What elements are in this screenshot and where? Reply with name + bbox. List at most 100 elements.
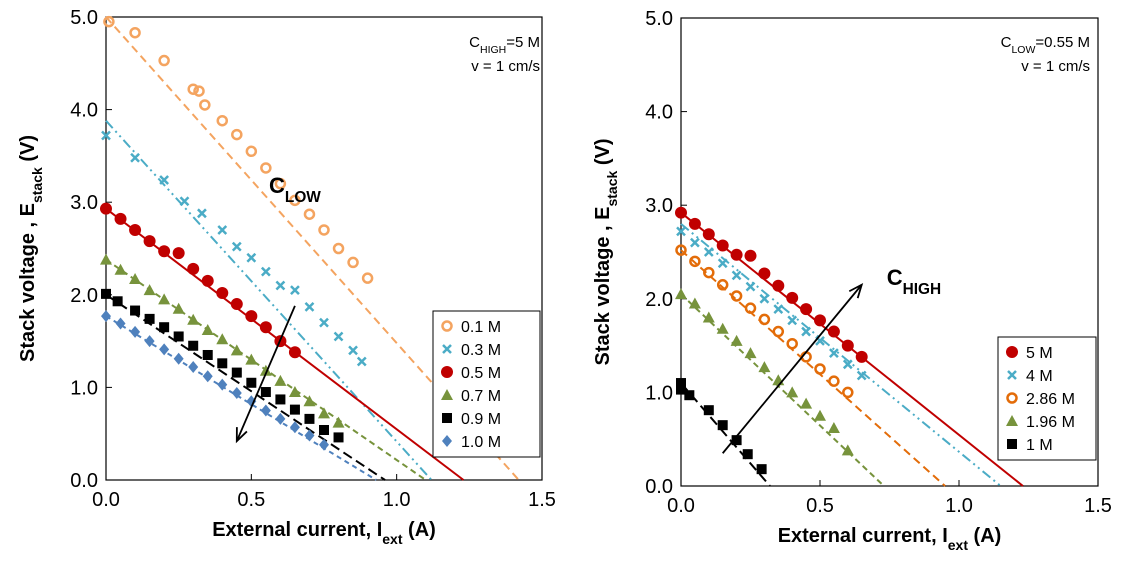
legend-label: 1.96 M: [1026, 414, 1075, 431]
data-point: [274, 177, 287, 190]
y-tick-label: 0.0: [70, 470, 98, 492]
data-point: [842, 386, 854, 399]
data-point: [114, 263, 127, 275]
data-point: [703, 247, 714, 257]
data-point: [112, 296, 123, 307]
data-point: [829, 348, 839, 358]
chart-2: 0.0 1.0 2.0 3.0 4.0 5.0 0.0 0.5 1.0 1.5 External c…: [592, 8, 1112, 553]
data-point: [231, 386, 242, 399]
legend-marker: [442, 413, 452, 423]
data-point: [716, 279, 729, 291]
data-point: [827, 325, 840, 338]
data-point: [260, 404, 271, 417]
data-point: [684, 390, 695, 401]
y-axis-title-post: (V): [592, 139, 614, 171]
trend-arrow-label-main: C: [269, 173, 285, 198]
chart-1: 0.0 1.0 2.0 3.0 4.0 5.0 0.0 0.5 1.0 1.5 External c…: [17, 7, 556, 547]
plot-frame: [105, 16, 543, 481]
data-point: [289, 194, 301, 207]
data-point: [114, 212, 127, 225]
legend-marker: [1006, 346, 1018, 358]
trend-arrowhead: [235, 427, 248, 444]
condition-annotation-post: =5 M: [506, 34, 540, 51]
data-point: [717, 420, 728, 431]
data-point: [188, 361, 199, 374]
data-point: [675, 288, 687, 300]
fit-line: [105, 315, 377, 481]
data-point: [855, 350, 868, 363]
series-4: [675, 288, 885, 487]
data-point: [245, 353, 258, 365]
data-point: [245, 310, 258, 323]
y-tick-label: 4.0: [645, 102, 673, 124]
data-point: [101, 310, 111, 323]
data-point: [259, 364, 272, 376]
data-point: [745, 281, 756, 292]
x-tick-label: 1.5: [1084, 495, 1112, 517]
data-point: [800, 303, 813, 316]
y-tick-label: 2.0: [645, 289, 673, 311]
data-point: [231, 241, 242, 252]
data-point: [814, 314, 826, 327]
data-point: [246, 252, 257, 263]
data-point: [333, 432, 344, 443]
legend-marker: [441, 366, 453, 378]
data-point: [260, 266, 271, 277]
data-point: [290, 285, 300, 296]
data-point: [130, 305, 141, 316]
trend-arrow: [235, 305, 296, 442]
y-axis-title-sub: stack: [29, 167, 45, 203]
data-point: [688, 297, 701, 309]
velocity-annotation: v = 1 cm/s: [1021, 58, 1090, 75]
data-point: [730, 248, 743, 261]
series-2: [101, 120, 433, 481]
data-point: [197, 208, 207, 219]
x-axis-title: External current, Iext (A): [778, 525, 1002, 553]
data-point: [129, 223, 142, 236]
data-point: [129, 26, 141, 39]
data-point: [319, 317, 329, 328]
x-axis-title-main: External current, I: [778, 525, 948, 547]
y-tick-label: 2.0: [70, 285, 98, 307]
data-point: [828, 375, 840, 387]
series-1: [675, 206, 1024, 487]
data-point: [814, 363, 826, 375]
data-point: [275, 394, 286, 405]
data-point: [193, 85, 205, 97]
data-point: [347, 256, 359, 269]
data-point: [100, 202, 112, 215]
data-point: [172, 302, 185, 314]
data-point: [231, 128, 243, 141]
data-point: [159, 343, 170, 356]
data-point: [304, 301, 315, 312]
data-point: [187, 313, 200, 325]
data-point: [260, 162, 272, 174]
data-point: [230, 344, 243, 356]
legend-box: [432, 310, 541, 458]
y-axis-title-sub: stack: [604, 171, 620, 207]
data-point: [202, 370, 213, 383]
series-5: [676, 378, 771, 487]
data-point: [332, 416, 345, 428]
data-point: [158, 54, 170, 67]
data-point: [303, 208, 316, 220]
data-point: [744, 302, 757, 314]
legend-marker: [1007, 439, 1017, 449]
legend-label: 4 M: [1026, 368, 1053, 385]
data-point: [275, 280, 286, 291]
data-point: [716, 239, 729, 252]
x-axis-title-main: External current, I: [212, 519, 382, 541]
data-point: [130, 152, 140, 163]
y-tick-label: 5.0: [645, 8, 673, 30]
data-point: [158, 293, 171, 305]
legend-label: 0.7 M: [461, 388, 501, 405]
series-3: [100, 202, 465, 481]
data-point: [332, 242, 345, 255]
data-point: [217, 225, 228, 235]
series-2: [676, 223, 1002, 487]
data-point: [173, 331, 184, 342]
data-point: [143, 235, 156, 248]
y-axis-title-main: Stack voltage , E: [17, 203, 39, 362]
data-point: [772, 279, 785, 292]
trend-arrow: [722, 284, 863, 454]
